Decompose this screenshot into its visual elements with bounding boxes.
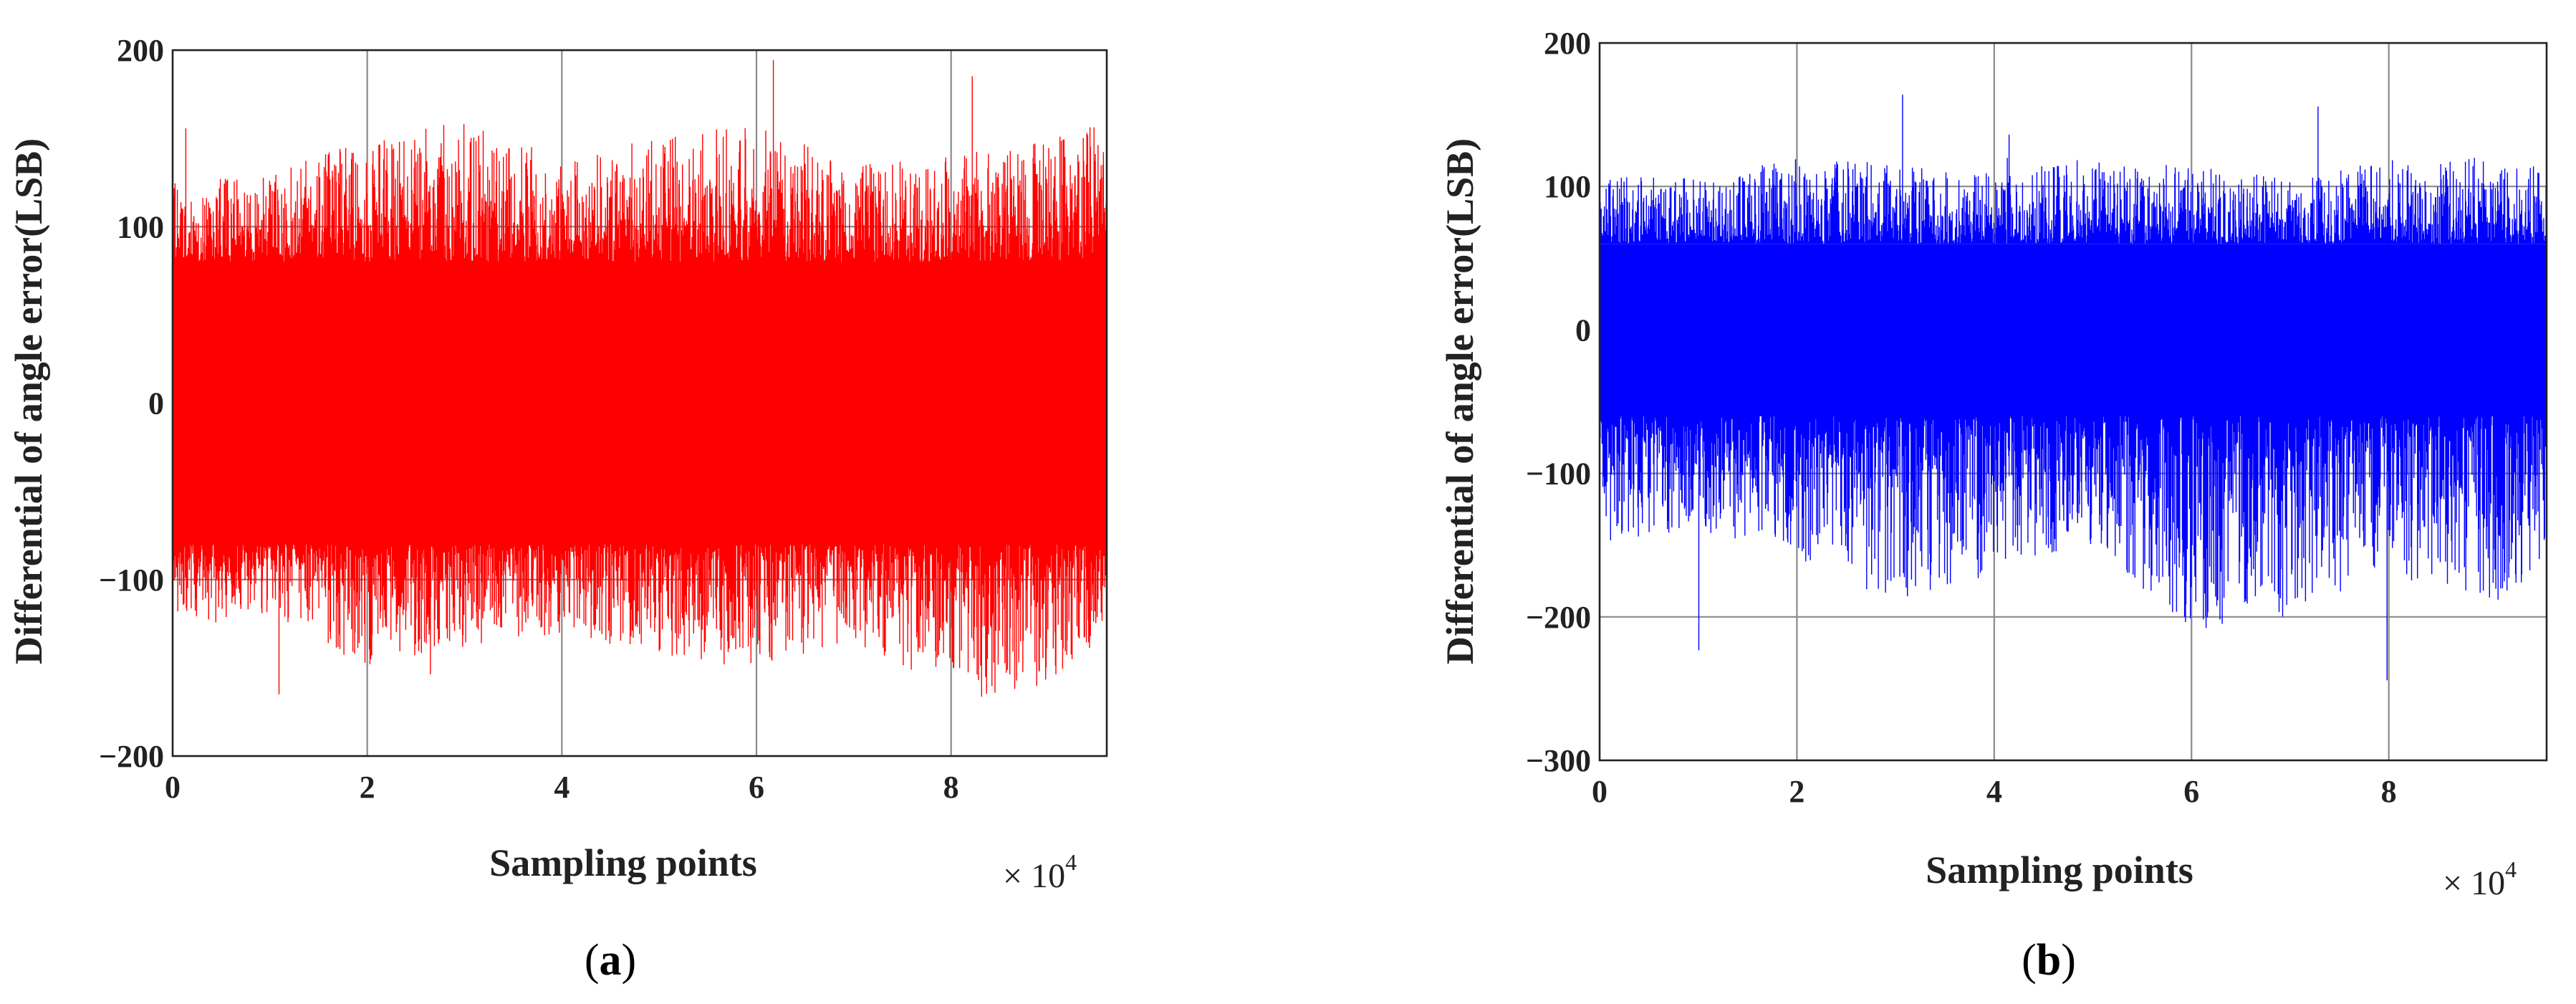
y-tick-label: 100 xyxy=(117,209,164,244)
x-tick-label: 4 xyxy=(554,770,569,805)
chart-panel-a: −200 −100 0 100 200 0 2 4 6 8 Differential of an… xyxy=(7,33,1108,985)
x-multiplier-base-a: × 10 xyxy=(1003,857,1065,895)
signal-core-band xyxy=(173,262,1107,545)
signal-core-band xyxy=(1600,244,2547,416)
x-axis-label-b: Sampling points xyxy=(1926,848,2193,891)
x-tick-label: 8 xyxy=(2381,774,2397,809)
y-axis-label-a: Differential of angle error(LSB) xyxy=(7,138,50,664)
y-axis-label-b: Differential of angle error(LSB) xyxy=(1438,138,1481,664)
x-axis-label-a: Sampling points xyxy=(489,841,757,884)
x-tick-label: 0 xyxy=(165,770,181,805)
x-tick-label: 2 xyxy=(1789,774,1804,809)
panel-letter-a: a xyxy=(600,936,622,985)
y-tick-labels-a: −200 −100 0 100 200 xyxy=(99,33,164,774)
x-tick-labels-b: 0 2 4 6 8 xyxy=(1592,774,2397,809)
panel-letter-b: b xyxy=(2037,936,2061,985)
x-tick-label: 4 xyxy=(1986,774,2002,809)
y-tick-label: −300 xyxy=(1526,743,1591,778)
y-tick-label: −100 xyxy=(99,563,164,598)
x-tick-label: 6 xyxy=(2183,774,2199,809)
y-tick-label: −100 xyxy=(1526,456,1591,492)
x-tick-labels-a: 0 2 4 6 8 xyxy=(165,770,959,805)
x-tick-label: 2 xyxy=(360,770,375,805)
signal-upper-spikes xyxy=(173,59,1107,262)
y-tick-labels-b: −300 −200 −100 0 100 200 xyxy=(1526,26,1591,778)
x-tick-label: 6 xyxy=(749,770,764,805)
x-tick-label: 0 xyxy=(1592,774,1607,809)
panel-label-a: (a) xyxy=(585,936,636,985)
y-tick-label: −200 xyxy=(99,739,164,774)
chart-panel-b: −300 −200 −100 0 100 200 0 2 4 6 8 Differential o… xyxy=(1438,26,2548,985)
y-tick-label: 100 xyxy=(1544,169,1591,204)
series-b xyxy=(1600,95,2547,681)
y-tick-label: 200 xyxy=(1544,26,1591,61)
y-tick-label: 0 xyxy=(1575,312,1591,348)
panel-label-b: (b) xyxy=(2022,936,2076,985)
y-tick-label: 200 xyxy=(117,33,164,68)
x-multiplier-base-b: × 10 xyxy=(2443,864,2505,902)
y-tick-label: −200 xyxy=(1526,600,1591,635)
plot-frame-b xyxy=(1598,42,2548,762)
x-multiplier-exp-a: 4 xyxy=(1065,849,1077,875)
y-tick-label: 0 xyxy=(148,386,164,421)
x-multiplier-b: × 104 xyxy=(2443,856,2517,902)
x-multiplier-exp-b: 4 xyxy=(2505,856,2517,882)
x-multiplier-a: × 104 xyxy=(1003,849,1077,895)
x-tick-label: 8 xyxy=(943,770,959,805)
plot-frame-a xyxy=(171,49,1108,757)
series-a xyxy=(173,59,1107,697)
